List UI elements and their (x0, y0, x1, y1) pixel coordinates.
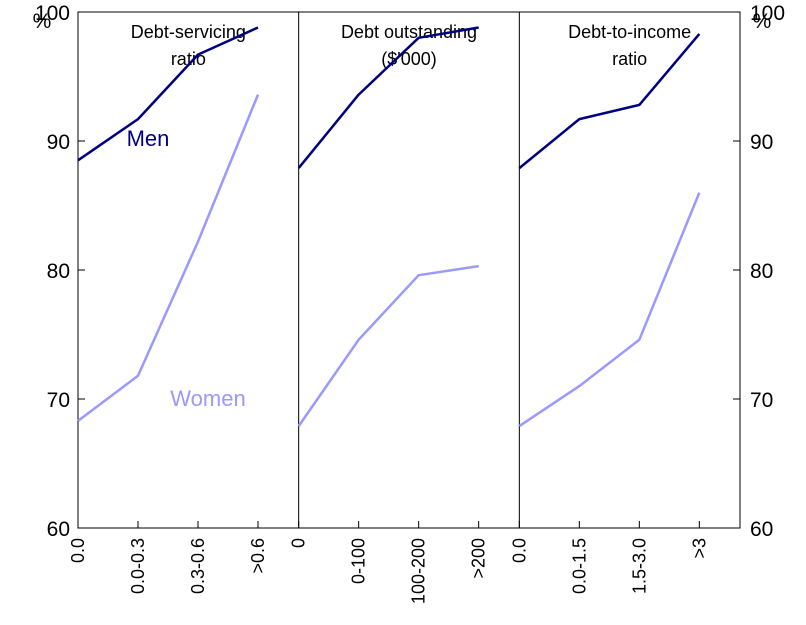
panel-title-line: Debt outstanding (341, 22, 477, 42)
series-line (77, 26, 259, 162)
y-axis-left: 60 70 80 90 100 (35, 2, 85, 541)
x-tick-label: 0.3-0.6 (188, 538, 208, 594)
x-tick-label: 0.0-1.5 (569, 538, 589, 594)
x-tick-label: >200 (469, 538, 489, 579)
series-label: Women (170, 386, 245, 411)
y-tick-label-left: 70 (47, 389, 70, 412)
y-tick-label-left: 60 (47, 518, 70, 541)
panel-2: Debt outstanding ($'000) 0 0-100 100-200 >200 (289, 12, 489, 604)
y-tick-label-right: 90 (750, 131, 773, 154)
x-tick-label: 100-200 (409, 538, 429, 604)
y-tick-label-left: 90 (47, 131, 70, 154)
series-line (77, 94, 260, 422)
x-tick-label: 0.0-0.3 (128, 538, 148, 594)
y-tick-label-right: 80 (750, 260, 773, 283)
series-line (297, 264, 479, 427)
y-tick-label-left: 80 (47, 260, 70, 283)
y-tick-label-right: 100 (750, 2, 785, 25)
panel-title-line: ($'000) (381, 49, 436, 69)
y-tick-label-right: 60 (750, 518, 773, 541)
y-tick-label-right: 70 (750, 389, 773, 412)
x-tick-label: >0.6 (248, 538, 268, 574)
panel-title-line: Debt-to-income (568, 22, 691, 42)
panel-title-line: ratio (612, 49, 647, 69)
left-unit-label: % (33, 10, 52, 33)
y-axis-right: 60 70 80 90 100 (733, 2, 785, 541)
x-tick-label: 0.0 (68, 538, 88, 563)
series-label: Men (127, 126, 170, 151)
y-tick-label-left: 100 (35, 2, 70, 25)
x-tick-label: 0-100 (349, 538, 369, 584)
series-line (518, 192, 701, 428)
x-tick-label: 0 (289, 538, 309, 548)
series-line (518, 33, 701, 170)
right-unit-label: % (753, 10, 772, 33)
plot-frame (77, 11, 741, 529)
series-line (297, 26, 479, 169)
x-tick-label: >3 (689, 538, 709, 559)
panel-3: Debt-to-income ratio 0.0 0.0-1.5 1.5-3.0 >3 (509, 12, 709, 594)
panel-title-line: Debt-servicing (131, 22, 246, 42)
x-tick-label: 1.5-3.0 (629, 538, 649, 594)
panels: Debt-servicing ratio 0.0 0.0-0.3 0.3-0.6 >0.6… (68, 12, 709, 604)
x-tick-label: 0.0 (509, 538, 529, 563)
plot-border (77, 11, 741, 529)
